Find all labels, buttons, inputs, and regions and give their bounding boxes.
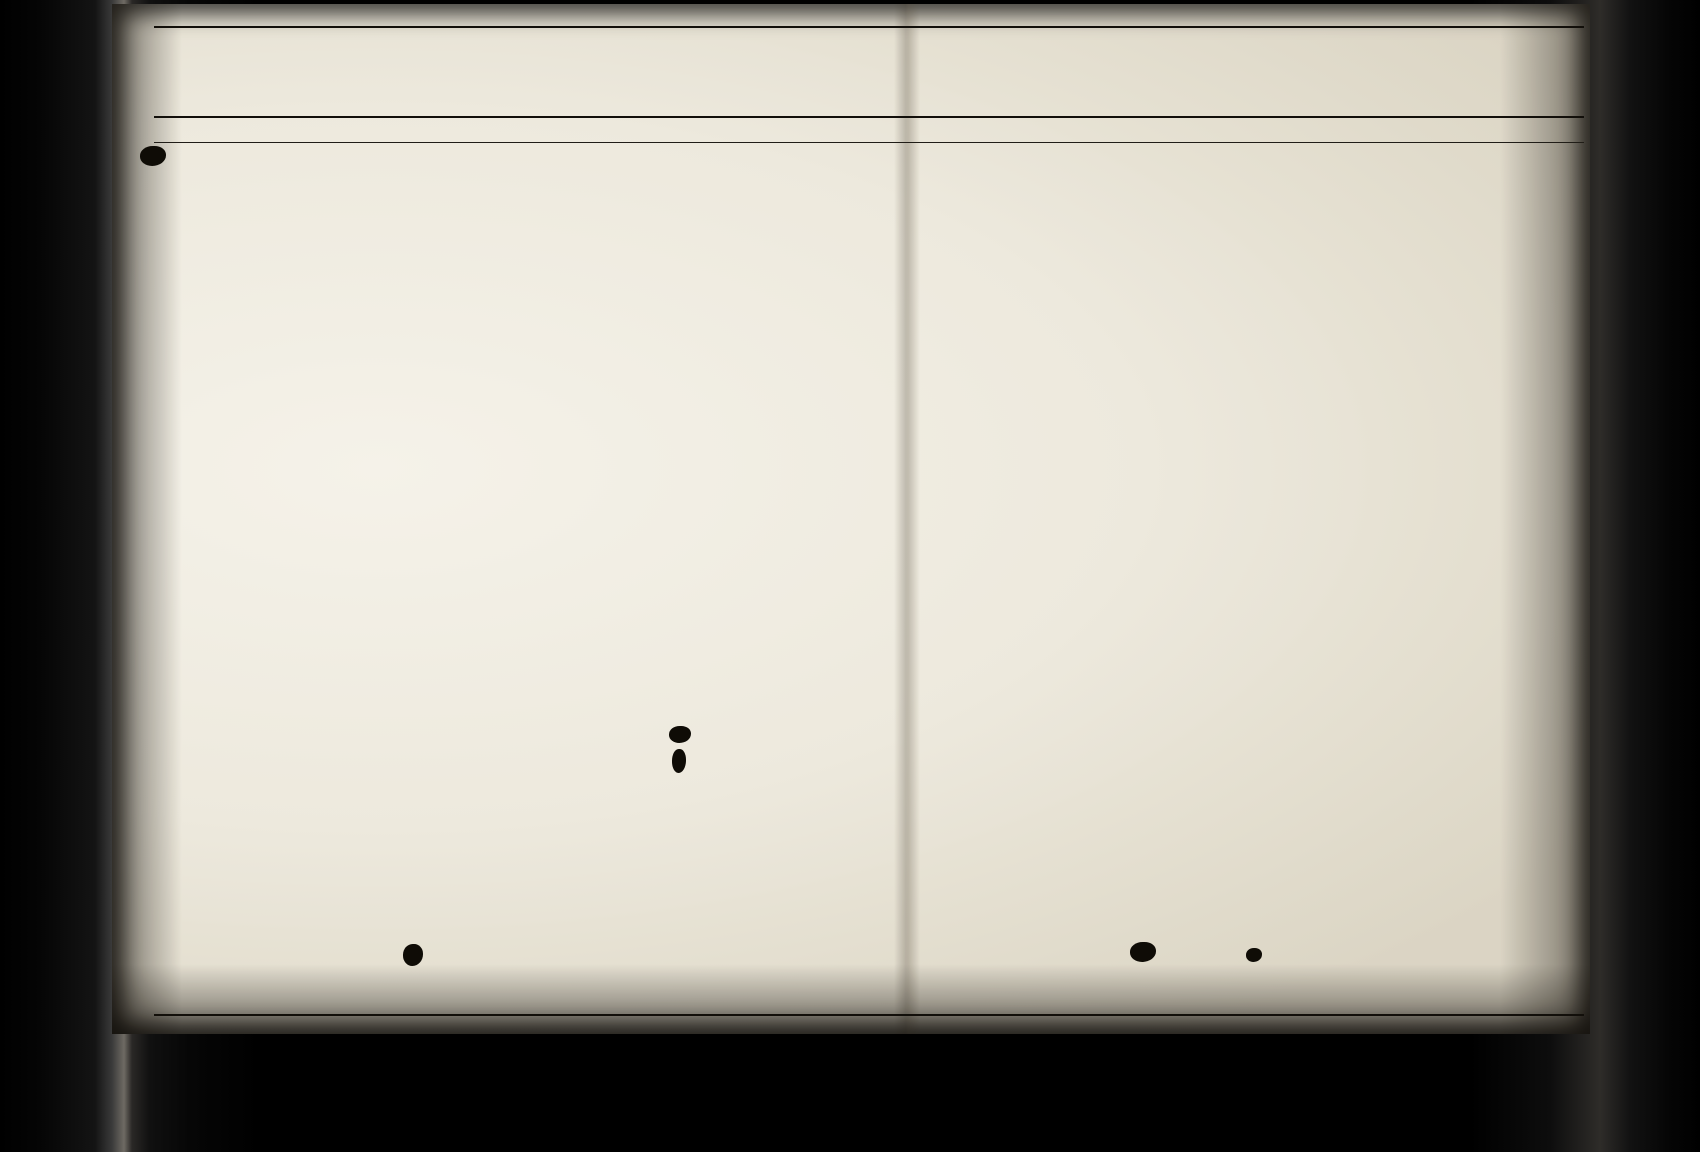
ink-blot-1 <box>140 146 166 166</box>
ink-blot-3 <box>672 749 686 773</box>
table-bottom-border <box>154 1014 1584 1016</box>
ink-blot-6 <box>1246 948 1262 962</box>
register-paper <box>112 4 1590 1034</box>
right-shadow <box>1500 4 1590 1034</box>
book-gutter <box>894 4 920 1034</box>
bottom-shadow <box>112 964 1590 1034</box>
left-shadow <box>112 4 182 1034</box>
table-top-border <box>154 26 1584 28</box>
ink-blot-4 <box>403 944 423 966</box>
ink-blot-2 <box>669 726 691 743</box>
subheader-border <box>154 142 1584 143</box>
header-bottom-border <box>154 116 1584 118</box>
ink-blot-5 <box>1130 942 1156 962</box>
